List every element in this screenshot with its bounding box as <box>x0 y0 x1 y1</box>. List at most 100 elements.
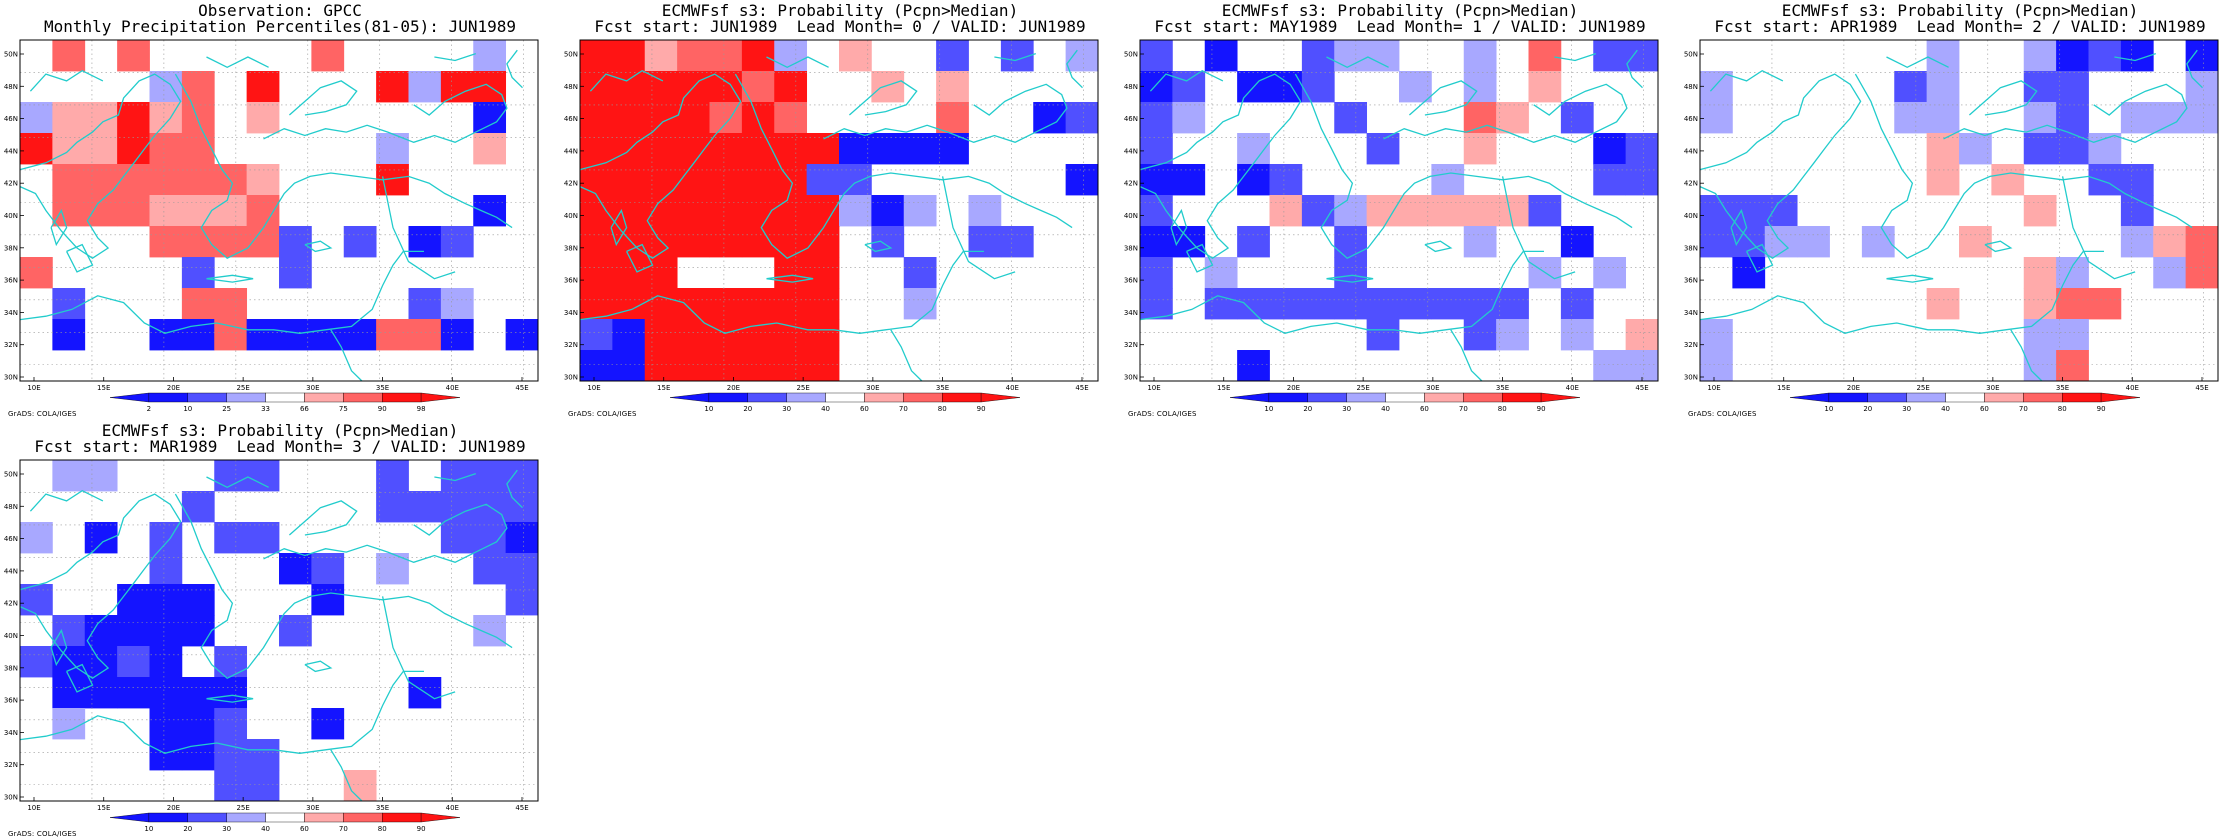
colorbar-segment <box>1385 392 1425 403</box>
grid-cell <box>2023 102 2057 134</box>
x-tick-label: 40E <box>1566 384 1579 392</box>
map-frame <box>1699 39 2219 382</box>
grid-cell <box>84 133 118 165</box>
grid-cell <box>20 133 53 165</box>
grid-cell <box>580 102 613 134</box>
grid-cell <box>1700 226 1733 258</box>
coastline <box>1968 80 2038 116</box>
colorbar-label: 30 <box>222 825 231 833</box>
colorbar-label: 60 <box>1420 405 1429 413</box>
coastline <box>1943 83 2188 144</box>
grid-cell <box>2088 133 2122 165</box>
coastline <box>589 69 664 92</box>
grid-cell <box>644 288 678 320</box>
probability-map: 50N 48N 46N 44N 42N 40N 38N 36N 34N 32N 30N 10E 15E 2… <box>1124 39 1659 413</box>
probability-map: 50N 48N 46N 44N 42N 40N 38N 36N 34N 32N 30N 10E 15E 2… <box>1684 39 2219 413</box>
grid-cell <box>903 257 937 289</box>
coastline <box>206 274 254 283</box>
colorbar-segment <box>226 392 266 403</box>
coastline <box>1626 49 1643 89</box>
y-tick-label: 48N <box>1684 83 1698 91</box>
grid-cell <box>1366 319 1400 351</box>
coastline <box>864 240 893 253</box>
grid-cell <box>1593 257 1627 289</box>
grid-cell <box>1334 195 1368 227</box>
colorbar-label: 60 <box>300 825 309 833</box>
grid-cell <box>181 164 215 196</box>
coastline <box>994 52 1037 62</box>
grid-cell <box>1431 164 1465 196</box>
coastline <box>823 83 1068 144</box>
panel-subtitle: Fcst start: MAY1989 Lead Month= 1 / VALI… <box>1154 17 1646 36</box>
colorbar-label: 25 <box>222 405 231 413</box>
grid-cell <box>1366 288 1400 320</box>
grid-cell <box>774 133 808 165</box>
colorbar-segment <box>1984 392 2024 403</box>
grid-cell <box>149 133 183 165</box>
grid-cell <box>968 195 1002 227</box>
grid-cell <box>246 226 280 258</box>
grid-cell <box>149 164 183 196</box>
coastline <box>304 660 333 673</box>
grid-cell <box>741 288 775 320</box>
x-tick-label: 25E <box>796 384 809 392</box>
grid-cell <box>968 226 1002 258</box>
x-tick-label: 20E <box>1287 384 1300 392</box>
colorbar-segment <box>786 392 826 403</box>
grid-cell <box>52 164 86 196</box>
colorbar-label: 10 <box>1264 405 1273 413</box>
grid-cell <box>1269 71 1303 103</box>
colorbar-segment <box>343 392 383 403</box>
grid-cell <box>1237 164 1270 196</box>
y-tick-label: 44N <box>4 567 18 575</box>
grid-cell <box>181 71 215 103</box>
grid-cell <box>1033 102 1067 134</box>
colorbar-segment <box>1502 392 1542 403</box>
grid-cell <box>408 319 442 351</box>
grid-cell <box>644 195 678 227</box>
grid-cell <box>1463 71 1497 103</box>
colorbar-segment <box>420 392 461 403</box>
grid-cell <box>1593 164 1627 196</box>
grid-cell <box>612 350 646 382</box>
x-tick-label: 10E <box>587 384 600 392</box>
grid-cell <box>644 319 678 351</box>
grid-cell <box>505 553 539 585</box>
coastline <box>263 83 508 144</box>
map-frame <box>19 459 539 802</box>
colorbar-segment <box>109 392 150 403</box>
coastline <box>1383 83 1628 144</box>
grid-cell <box>473 553 507 585</box>
y-tick-label: 42N <box>4 180 18 188</box>
grid-cell <box>2023 71 2057 103</box>
y-tick-label: 40N <box>1124 212 1138 220</box>
grid-cell <box>2056 319 2089 351</box>
grid-cell <box>214 770 248 802</box>
grid-cell <box>505 522 539 554</box>
colorbar-segment <box>2100 392 2141 403</box>
colorbar-label: 90 <box>1537 405 1546 413</box>
y-tick-label: 32N <box>1684 341 1698 349</box>
grid-cell <box>20 646 53 678</box>
x-tick-label: 30E <box>306 804 319 812</box>
grid-cell <box>644 40 678 72</box>
grid-cell <box>1560 226 1594 258</box>
coastline <box>330 329 363 382</box>
colorbar-label: 70 <box>2019 405 2028 413</box>
grid-cell <box>1301 71 1335 103</box>
grid-cell <box>1496 102 1529 134</box>
grid-cell <box>149 739 183 771</box>
grid-cell <box>473 195 507 227</box>
y-tick-label: 30N <box>4 374 18 382</box>
coastline <box>579 73 742 259</box>
grid-cell <box>279 615 312 647</box>
coastline <box>50 208 68 247</box>
grid-cell <box>1926 164 1960 196</box>
colorbar-segment <box>903 392 943 403</box>
grid-cell <box>580 40 613 72</box>
x-tick-label: 45E <box>515 384 528 392</box>
y-tick-label: 46N <box>1684 115 1698 123</box>
grid-cell <box>2185 257 2219 289</box>
grid-cell <box>1463 133 1497 165</box>
grid-cell <box>440 288 474 320</box>
